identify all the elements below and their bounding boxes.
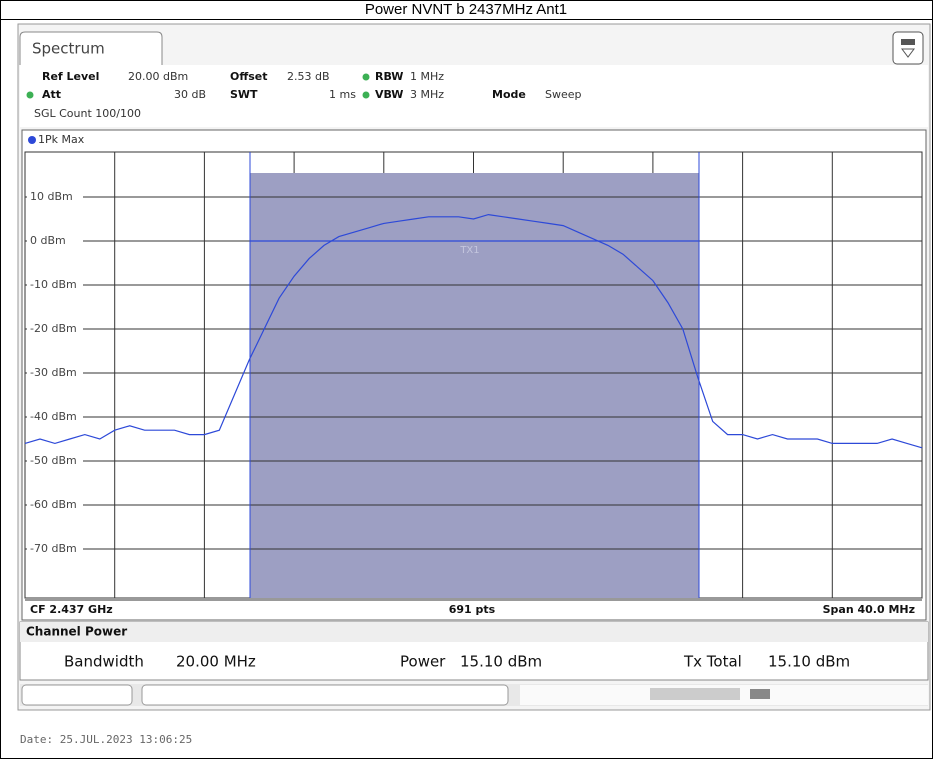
menu-button[interactable] xyxy=(892,31,924,65)
y-tick-label: -50 dBm xyxy=(30,454,77,467)
setting-value: 2.53 dB xyxy=(287,70,330,83)
status-dot xyxy=(362,73,370,81)
setting-value: 30 dB xyxy=(174,88,206,101)
status-dot xyxy=(26,91,34,99)
spectrum-tab[interactable] xyxy=(19,31,163,65)
trace-indicator xyxy=(28,136,36,144)
tick-label-bg xyxy=(27,322,83,336)
setting-value: 1 ms xyxy=(329,88,356,101)
status-field[interactable] xyxy=(141,684,509,706)
y-tick-label: -20 dBm xyxy=(30,322,77,335)
setting-value: Sweep xyxy=(545,88,582,101)
setting-value: 1 MHz xyxy=(410,70,444,83)
trace-label: 1Pk Max xyxy=(38,133,85,146)
setting-value: 3 MHz xyxy=(410,88,444,101)
tick-label-bg xyxy=(27,366,83,380)
tick-label-bg xyxy=(27,278,83,292)
progress-bar xyxy=(650,688,740,700)
y-tick-label: -30 dBm xyxy=(30,366,77,379)
plot-content: 10 dBm 0 dBm -10 dBm -20 dBm -30 dBm -40 dBm -… xyxy=(24,190,923,556)
sgl-count: SGL Count 100/100 xyxy=(34,107,141,120)
y-tick-label: -70 dBm xyxy=(30,542,77,555)
result-value: 15.10 dBm xyxy=(768,653,850,671)
y-tick-label: -40 dBm xyxy=(30,410,77,423)
setting-value: 20.00 dBm xyxy=(128,70,188,83)
tick-label-bg xyxy=(27,190,83,204)
result-value: 20.00 MHz xyxy=(176,653,256,671)
page-title: Power NVNT b 2437MHz Ant1 xyxy=(365,1,567,18)
setting-label: Ref Level xyxy=(42,70,99,83)
setting-label: Offset xyxy=(230,70,268,83)
result-value: 15.10 dBm xyxy=(460,653,542,671)
panel-title: Channel Power xyxy=(26,625,127,639)
status-dot xyxy=(362,91,370,99)
result-label: Bandwidth xyxy=(64,653,144,671)
setting-label: Mode xyxy=(492,88,526,101)
span: Span 40.0 MHz xyxy=(823,603,915,616)
tick-label-bg xyxy=(27,542,83,556)
panel-header xyxy=(20,622,928,642)
status-icon xyxy=(750,689,770,699)
channel-label: TX1 xyxy=(459,245,479,256)
y-tick-label: -10 dBm xyxy=(30,278,77,291)
trace xyxy=(24,213,923,449)
menu-icon xyxy=(901,39,915,45)
timestamp: Date: 25.JUL.2023 13:06:25 xyxy=(20,733,192,746)
channel-region xyxy=(250,173,699,598)
tick-label-bg xyxy=(27,498,83,512)
tick-label-bg xyxy=(27,234,83,248)
status-field[interactable] xyxy=(21,684,133,706)
tab-label[interactable]: Spectrum xyxy=(32,40,105,58)
setting-label: VBW xyxy=(375,88,403,101)
settings-panel xyxy=(20,65,928,127)
result-label: Power xyxy=(400,653,446,671)
center-frequency: CF 2.437 GHz xyxy=(30,603,113,616)
setting-label: RBW xyxy=(375,70,403,83)
y-tick-label: 0 dBm xyxy=(30,234,66,247)
result-label: Tx Total xyxy=(683,653,742,671)
tick-label-bg xyxy=(27,454,83,468)
setting-label: SWT xyxy=(230,88,258,101)
setting-label: Att xyxy=(42,88,61,101)
menu-arrow xyxy=(901,48,915,58)
y-tick-label: -60 dBm xyxy=(30,498,77,511)
y-tick-label: 10 dBm xyxy=(30,190,73,203)
points: 691 pts xyxy=(449,603,496,616)
tick-label-bg xyxy=(27,410,83,424)
